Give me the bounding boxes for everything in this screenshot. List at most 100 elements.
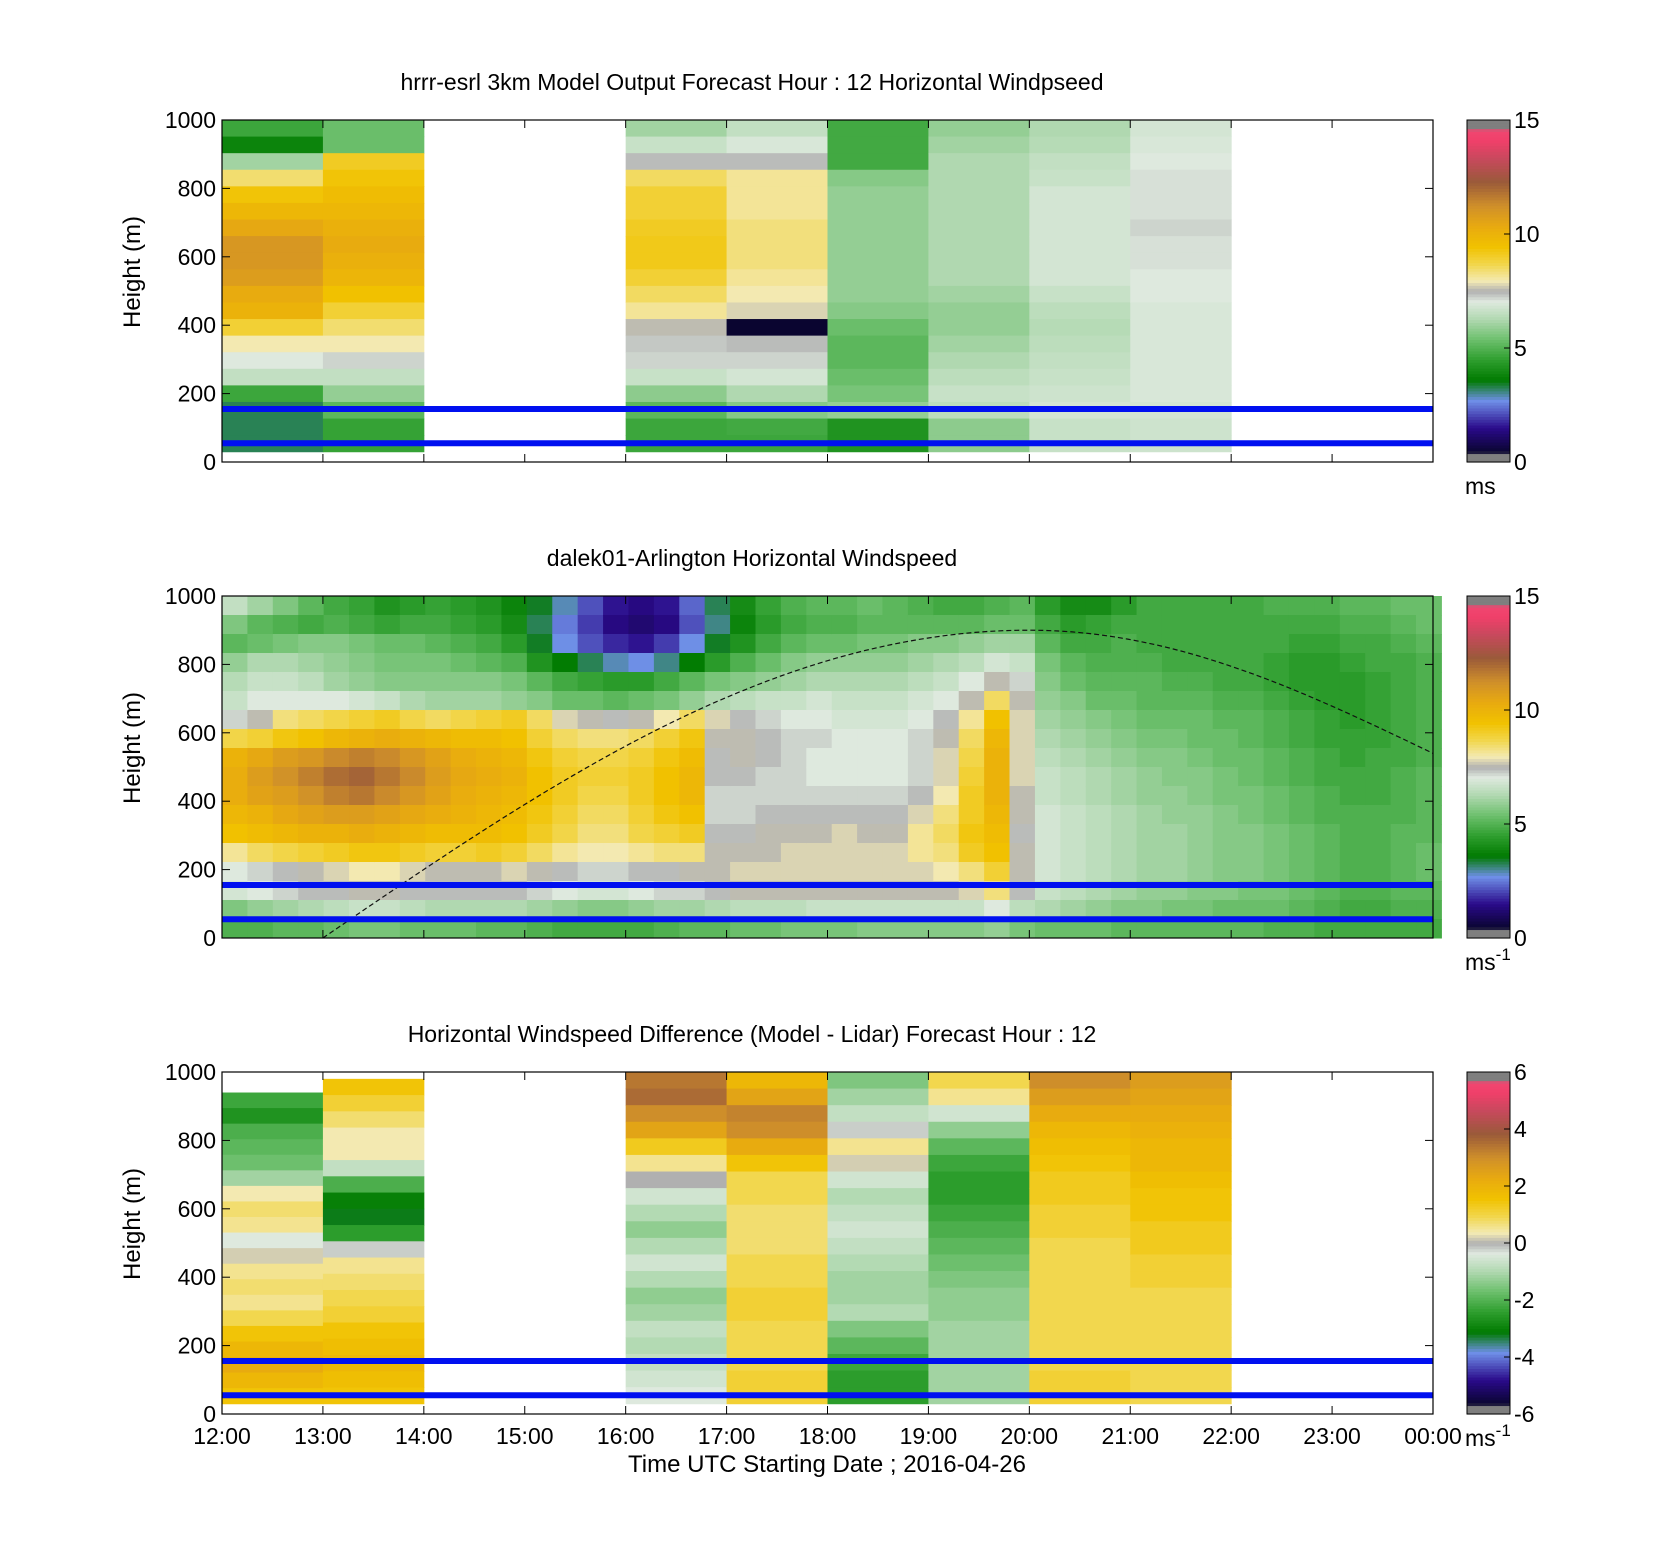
heatmap-cell [827,1237,929,1255]
heatmap-cell [907,919,934,939]
heatmap-cell [322,302,425,320]
colorbar-swatch [1467,316,1510,321]
heatmap-cell [1029,1254,1131,1272]
heatmap-cell [222,767,248,787]
heatmap-cell [704,862,731,882]
heatmap-cell [298,672,325,692]
heatmap-cell [1161,653,1188,673]
heatmap-cell [726,1171,828,1189]
heatmap-cell [476,900,502,920]
heatmap-cell [501,919,528,939]
y-tick-label: 400 [178,312,216,338]
heatmap-cell [450,900,477,920]
heatmap-cell [349,615,375,635]
heatmap-cell [857,843,884,863]
heatmap-cell [928,418,1030,436]
y-tick-label: 800 [178,175,216,201]
heatmap-cell [1111,596,1138,616]
colorbar-swatch [1467,433,1510,437]
heatmap-cell [222,843,248,863]
colorbar-swatch [1467,1086,1510,1090]
heatmap-cell [907,862,934,882]
x-tick-label: 22:00 [1202,1423,1260,1449]
colorbar-swatch [1467,752,1510,757]
heatmap-cell [730,748,756,768]
y-tick-label: 0 [203,925,216,951]
heatmap-cell [958,615,985,635]
colorbar-swatch [1467,456,1510,460]
heatmap-cell [882,805,909,825]
colorbar-swatch [1467,1331,1510,1335]
colorbar-tick-label: 6 [1514,1059,1527,1085]
heatmap-cell [322,202,425,221]
y-tick-label: 1000 [165,1059,216,1085]
heatmap-cell [1085,653,1112,673]
heatmap-cell [625,1088,728,1106]
heatmap-cell [628,748,655,768]
heatmap-cell [679,672,706,692]
heatmap-cell [928,302,1030,320]
heatmap-cell [755,710,782,730]
heatmap-cell [827,302,929,320]
colorbar-swatch [1467,1134,1510,1139]
heatmap-cell [322,1095,425,1112]
colorbar-swatch [1467,313,1510,318]
heatmap-cell [1161,767,1188,787]
heatmap-cell [1085,900,1112,920]
heatmap-cell [625,1304,728,1322]
heatmap-cell [882,729,909,749]
colorbar-swatch [1467,701,1510,705]
heatmap-cell [628,729,655,749]
heatmap-cell [1212,824,1239,844]
heatmap-cell [1111,672,1138,692]
colorbar-swatch [1467,761,1510,765]
colorbar-swatch [1467,712,1510,717]
colorbar-swatch [1467,613,1510,617]
heatmap-cell [526,596,553,616]
heatmap-cell [628,691,655,711]
heatmap-cell [827,1088,929,1106]
heatmap-cell [928,136,1030,154]
heatmap-cell [222,596,248,616]
heatmap-cell [374,862,401,882]
heatmap-cell [755,748,782,768]
heatmap-cell [1339,729,1366,749]
heatmap-cell [958,805,985,825]
colorbar-swatch [1467,356,1510,360]
heatmap-cell [1238,634,1265,654]
heatmap-cell [827,202,929,221]
heatmap-cell [1034,900,1061,920]
heatmap-cells [222,596,1442,939]
colorbar-swatch [1467,755,1510,760]
heatmap-cell [1161,805,1188,825]
heatmap-cell [603,786,629,806]
colorbar-swatch [1467,393,1510,398]
heatmap-cell [298,634,325,654]
heatmap-cell [730,919,756,939]
panel-title: Horizontal Windspeed Difference (Model -… [408,1021,1097,1047]
heatmap-cell [1034,824,1061,844]
colorbar-swatch [1467,920,1510,925]
heatmap-cell [857,900,884,920]
colorbar-swatch [1467,824,1510,828]
heatmap-cell [827,418,929,436]
heatmap-cell [603,653,629,673]
heatmap-cell [827,1121,929,1139]
heatmap-cell [928,1287,1030,1305]
heatmap-cell [704,634,731,654]
colorbar-swatch [1467,251,1510,255]
heatmap-cell [1130,1320,1232,1338]
heatmap-cell [501,805,528,825]
colorbar-swatch [1467,1260,1510,1264]
heatmap-cell [1187,672,1214,692]
colorbar-swatch [1467,635,1510,640]
heatmap-cell [1029,1088,1131,1106]
colorbar-swatch [1467,1097,1510,1102]
heatmap-cell [323,634,350,654]
colorbar-swatch [1467,843,1510,848]
colorbar-swatch [1467,795,1510,799]
colorbar-swatch [1467,427,1510,432]
heatmap-cell [577,653,604,673]
heatmap-cell [625,1171,728,1189]
